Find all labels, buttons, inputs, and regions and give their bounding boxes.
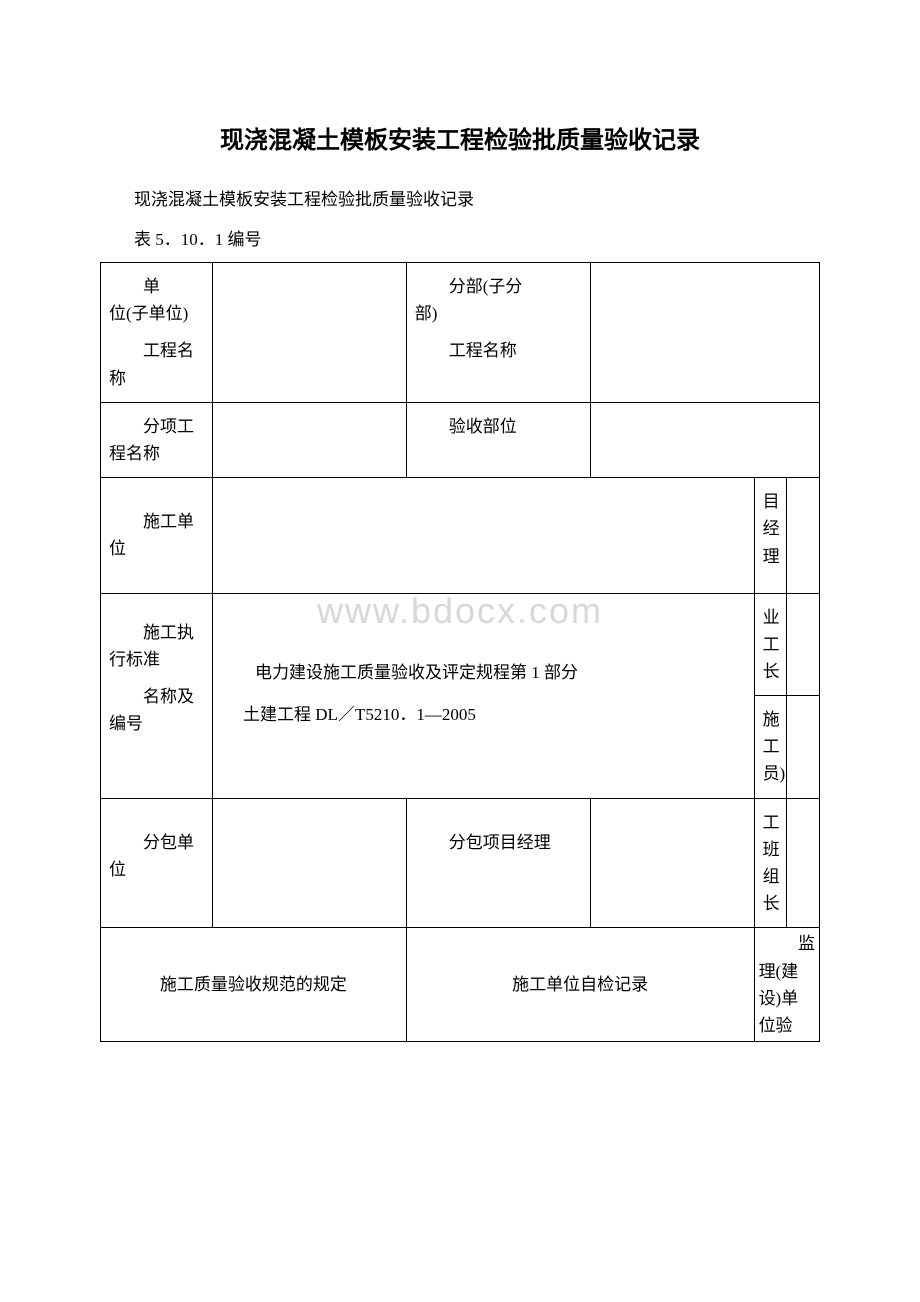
cell-text: 电力建设施工质量验收及评定规程第 1 部分 — [221, 659, 746, 686]
cell-team-leader: 工班组长 — [754, 798, 787, 928]
cell-empty — [787, 696, 820, 799]
cell-construction-unit-label: 施工单位 — [101, 478, 213, 593]
cell-text: 分包单位 — [109, 829, 204, 883]
cell-empty — [213, 263, 407, 403]
table-row: 施工执行标准 名称及编号 电力建设施工质量验收及评定规程第 1 部分 土建工程 … — [101, 593, 820, 696]
cell-text: 单 — [109, 273, 204, 300]
cell-standard-label: 施工执行标准 名称及编号 — [101, 593, 213, 798]
cell-text: 分项工程名称 — [109, 413, 204, 467]
subtitle-text: 现浇混凝土模板安装工程检验批质量验收记录 — [100, 185, 820, 210]
cell-empty — [787, 478, 820, 593]
cell-text: 分包项目经理 — [415, 829, 582, 856]
cell-quality-spec: 施工质量验收规范的规定 — [101, 928, 407, 1042]
cell-text: 施工单位 — [109, 508, 204, 562]
cell-text: 理(建设)单位验 — [759, 958, 815, 1040]
cell-standard-content: 电力建设施工质量验收及评定规程第 1 部分 土建工程 DL／T5210．1—20… — [213, 593, 755, 798]
cell-project-manager: 目经理 — [754, 478, 787, 593]
cell-text: 施工执行标准 — [109, 619, 204, 673]
cell-text: 验收部位 — [415, 413, 582, 440]
cell-subsection-label: 分部(子分 部) 工程名称 — [406, 263, 590, 403]
cell-empty — [213, 798, 407, 928]
cell-text-inner: 分项工程名称 — [109, 417, 194, 463]
cell-text: 工程名称 — [109, 337, 204, 391]
cell-text: 土建工程 DL／T5210．1—2005 — [221, 701, 746, 728]
cell-empty — [787, 593, 820, 696]
cell-unit-label: 单 位(子单位) 工程名称 — [101, 263, 213, 403]
cell-text: 监 — [759, 930, 815, 957]
form-table: 单 位(子单位) 工程名称 分部(子分 部) 工程名称 分项工程名称 验收部位 — [100, 262, 820, 1042]
cell-empty — [787, 798, 820, 928]
cell-acceptance-label: 验收部位 — [406, 402, 590, 477]
table-row: 分项工程名称 验收部位 — [101, 402, 820, 477]
table-row: 施工单位 目经理 — [101, 478, 820, 593]
cell-subproject-label: 分项工程名称 — [101, 402, 213, 477]
table-row: 施工质量验收规范的规定 施工单位自检记录 监 理(建设)单位验 — [101, 928, 820, 1042]
cell-subcontractor-label: 分包单位 — [101, 798, 213, 928]
cell-text: 部) — [415, 300, 582, 327]
cell-constructor: 施工员) — [754, 696, 787, 799]
cell-empty — [591, 263, 820, 403]
cell-text: 工程名称 — [415, 337, 582, 364]
cell-text: 名称及编号 — [109, 683, 204, 737]
content-wrapper: 现浇混凝土模板安装工程检验批质量验收记录 现浇混凝土模板安装工程检验批质量验收记… — [100, 120, 820, 1042]
cell-self-inspection: 施工单位自检记录 — [406, 928, 754, 1042]
cell-empty — [591, 798, 754, 928]
cell-empty — [213, 478, 755, 593]
table-number: 表 5．10．1 编号 — [100, 225, 820, 250]
page-title: 现浇混凝土模板安装工程检验批质量验收记录 — [100, 120, 820, 155]
cell-text: 分部(子分 — [415, 273, 582, 300]
table-row: 单 位(子单位) 工程名称 分部(子分 部) 工程名称 — [101, 263, 820, 403]
cell-empty — [591, 402, 820, 477]
cell-empty — [213, 402, 407, 477]
cell-foreman: 业工长 — [754, 593, 787, 696]
cell-subcontractor-pm: 分包项目经理 — [406, 798, 590, 928]
cell-supervision: 监 理(建设)单位验 — [754, 928, 819, 1042]
table-row: 分包单位 分包项目经理 工班组长 — [101, 798, 820, 928]
cell-text: 位(子单位) — [109, 300, 204, 327]
